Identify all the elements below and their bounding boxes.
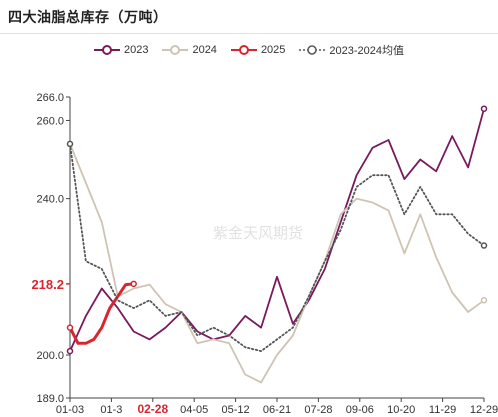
- y-tick-label: 266.0: [36, 92, 64, 104]
- x-tick-label: 07-28: [304, 404, 332, 416]
- series-line-2: [68, 282, 136, 345]
- legend-label-2023: 2023: [123, 44, 149, 56]
- x-tick-label: 06-21: [263, 404, 291, 416]
- legend-label-2024: 2024: [192, 44, 217, 56]
- chart-title: 四大油脂总库存（万吨）: [8, 10, 168, 26]
- x-tick-label: 09-06: [346, 404, 374, 416]
- series-end-point-3: [480, 242, 488, 249]
- x-tick-label: 05-12: [222, 404, 250, 416]
- x-tick-label: 11-29: [429, 404, 456, 416]
- legend-swatch-2023: [93, 45, 120, 55]
- series-line-3: [69, 143, 485, 352]
- x-tick-label: 01-03: [56, 404, 84, 416]
- series-end-point-1: [480, 297, 488, 304]
- legend-item-2023[interactable]: 2023: [93, 43, 149, 57]
- title-divider: [0, 33, 498, 34]
- chart-legend: 2023 2024 2025 2023-2024均值: [0, 40, 498, 60]
- legend-item-2025[interactable]: 2025: [230, 43, 286, 57]
- last-value-label-bg: [26, 275, 66, 292]
- series-line-1: [69, 143, 485, 384]
- legend-swatch-avg: [299, 45, 326, 55]
- series-line-0: [69, 107, 485, 352]
- last-value-label: 218.2: [31, 277, 64, 292]
- y-tick-label: 189.0: [36, 393, 64, 405]
- legend-label-avg: 2023-2024均值: [329, 45, 405, 57]
- legend-item-2024[interactable]: 2024: [162, 43, 217, 57]
- x-tick-label: 04-05: [180, 404, 208, 416]
- x-tick-label: 12-29: [470, 404, 498, 416]
- legend-item-avg[interactable]: 2023-2024均值: [299, 42, 404, 58]
- series-end-point-2: [130, 280, 137, 288]
- y-tick-label: 200.0: [36, 350, 64, 362]
- y-tick-label: 260.0: [36, 115, 64, 127]
- legend-swatch-2025: [230, 45, 257, 55]
- y-tick-label: 240.0: [36, 194, 64, 206]
- legend-swatch-2024: [162, 45, 189, 55]
- watermark-text: 紫金天风期货: [213, 224, 303, 242]
- series-end-point-0: [480, 105, 488, 112]
- x-tick-label: 10-20: [387, 404, 415, 416]
- x-tick-label: 02-28: [137, 402, 168, 416]
- x-tick-label: 01-3: [100, 404, 122, 416]
- series-start-point-3: [66, 140, 74, 148]
- series-start-point-0: [66, 347, 74, 355]
- series-start-point-2: [66, 324, 74, 331]
- legend-label-2025: 2025: [260, 44, 286, 56]
